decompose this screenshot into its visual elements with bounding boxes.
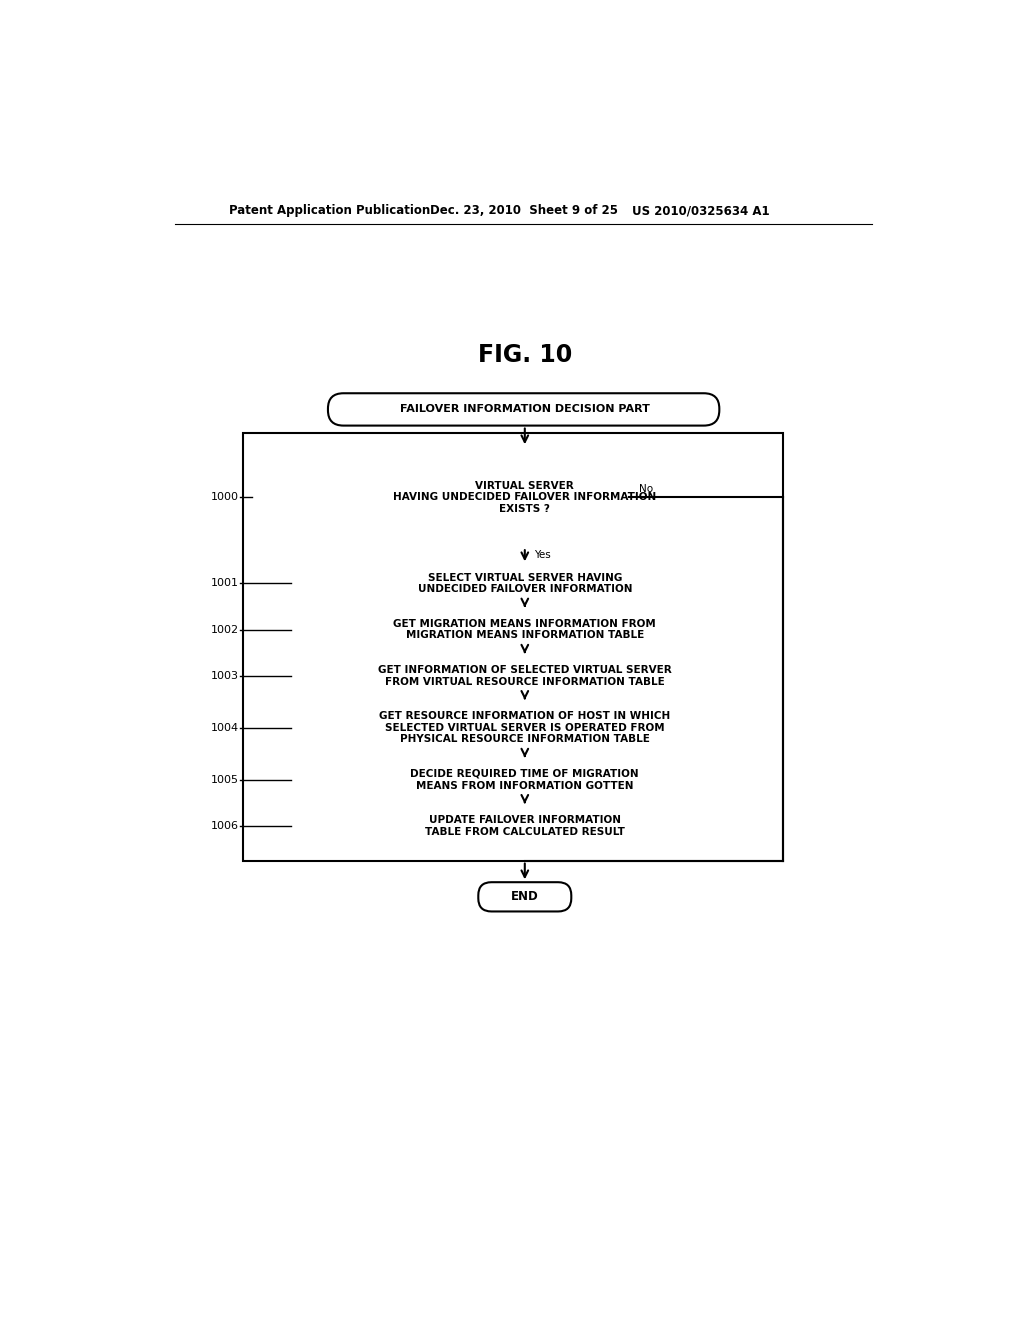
FancyBboxPatch shape <box>478 882 571 911</box>
Text: VIRTUAL SERVER
HAVING UNDECIDED FAILOVER INFORMATION
EXISTS ?: VIRTUAL SERVER HAVING UNDECIDED FAILOVER… <box>393 480 656 513</box>
Text: 1006: 1006 <box>211 821 239 832</box>
Text: UPDATE FAILOVER INFORMATION
TABLE FROM CALCULATED RESULT: UPDATE FAILOVER INFORMATION TABLE FROM C… <box>425 816 625 837</box>
Text: 1000: 1000 <box>211 492 239 502</box>
Bar <box>291 702 765 752</box>
Text: END: END <box>511 890 539 903</box>
Text: 1001: 1001 <box>211 578 239 589</box>
Bar <box>291 760 765 799</box>
Bar <box>243 433 783 861</box>
Text: 1004: 1004 <box>211 723 239 733</box>
Text: FIG. 10: FIG. 10 <box>477 343 572 367</box>
Text: Dec. 23, 2010  Sheet 9 of 25: Dec. 23, 2010 Sheet 9 of 25 <box>430 205 618 218</box>
Text: GET MIGRATION MEANS INFORMATION FROM
MIGRATION MEANS INFORMATION TABLE: GET MIGRATION MEANS INFORMATION FROM MIG… <box>393 619 656 640</box>
Text: FAILOVER INFORMATION DECISION PART: FAILOVER INFORMATION DECISION PART <box>399 404 650 414</box>
Text: 1003: 1003 <box>211 671 239 681</box>
Text: US 2010/0325634 A1: US 2010/0325634 A1 <box>632 205 769 218</box>
Text: DECIDE REQUIRED TIME OF MIGRATION
MEANS FROM INFORMATION GOTTEN: DECIDE REQUIRED TIME OF MIGRATION MEANS … <box>411 770 639 791</box>
Text: SELECT VIRTUAL SERVER HAVING
UNDECIDED FAILOVER INFORMATION: SELECT VIRTUAL SERVER HAVING UNDECIDED F… <box>418 573 632 594</box>
Text: 1005: 1005 <box>211 775 239 785</box>
Bar <box>291 807 765 845</box>
Text: No: No <box>639 484 653 495</box>
Text: 1002: 1002 <box>211 624 239 635</box>
Bar <box>291 564 765 603</box>
Text: Patent Application Publication: Patent Application Publication <box>228 205 430 218</box>
Text: Yes: Yes <box>535 550 551 560</box>
Bar <box>291 610 765 649</box>
Polygon shape <box>420 447 630 548</box>
Text: GET INFORMATION OF SELECTED VIRTUAL SERVER
FROM VIRTUAL RESOURCE INFORMATION TAB: GET INFORMATION OF SELECTED VIRTUAL SERV… <box>378 665 672 686</box>
FancyBboxPatch shape <box>328 393 719 425</box>
Text: GET RESOURCE INFORMATION OF HOST IN WHICH
SELECTED VIRTUAL SERVER IS OPERATED FR: GET RESOURCE INFORMATION OF HOST IN WHIC… <box>379 711 671 744</box>
Bar <box>291 656 765 696</box>
